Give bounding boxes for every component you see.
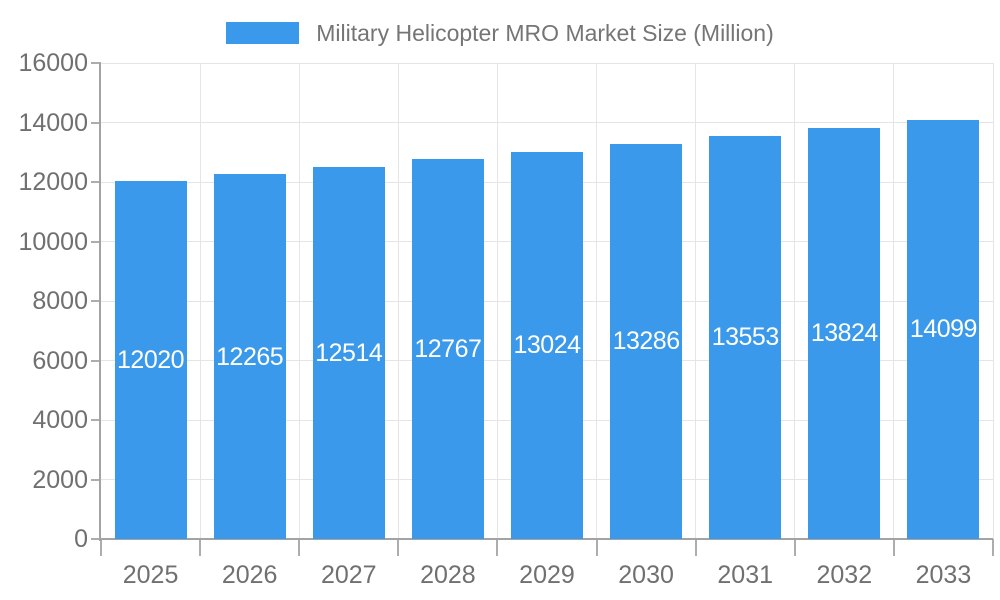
x-gridline bbox=[794, 63, 796, 539]
y-axis-line bbox=[99, 63, 101, 541]
bar-value-label: 12767 bbox=[414, 335, 482, 364]
x-axis-line bbox=[99, 538, 993, 540]
x-tick bbox=[793, 539, 796, 556]
legend[interactable]: Military Helicopter MRO Market Size (Mil… bbox=[0, 18, 1000, 48]
y-tick-label: 6000 bbox=[32, 346, 88, 375]
x-tick-label: 2027 bbox=[320, 561, 377, 589]
y-tick-label: 10000 bbox=[18, 227, 88, 256]
x-gridline bbox=[199, 63, 201, 539]
y-tick bbox=[91, 359, 101, 362]
bar-2027[interactable]: 12514 bbox=[312, 166, 385, 539]
x-tick-label: 2033 bbox=[915, 561, 972, 589]
y-tick-label: 4000 bbox=[32, 406, 88, 434]
y-tick bbox=[91, 419, 101, 421]
x-gridline bbox=[695, 63, 697, 539]
y-tick bbox=[91, 538, 101, 540]
x-gridline bbox=[298, 63, 300, 539]
bar-2031[interactable]: 13553 bbox=[709, 135, 782, 539]
x-tick-label: 2028 bbox=[420, 561, 476, 589]
x-gridline bbox=[893, 63, 895, 539]
bar-value-label: 13024 bbox=[513, 331, 581, 360]
x-tick bbox=[595, 539, 598, 556]
x-tick bbox=[100, 539, 102, 556]
bar-2025[interactable]: 12020 bbox=[114, 181, 187, 539]
x-gridline bbox=[496, 63, 498, 539]
x-tick-label: 2026 bbox=[221, 561, 278, 589]
y-gridline bbox=[101, 62, 993, 64]
bar-value-label: 13286 bbox=[612, 327, 681, 356]
bar-2032[interactable]: 13824 bbox=[808, 127, 881, 539]
y-tick-label: 8000 bbox=[32, 287, 88, 315]
y-tick-label: 2000 bbox=[32, 465, 88, 494]
bar-value-label: 14099 bbox=[909, 315, 978, 344]
y-tick bbox=[91, 181, 101, 183]
y-tick-label: 12000 bbox=[18, 168, 88, 196]
y-tick bbox=[91, 300, 101, 302]
bar-2033[interactable]: 14099 bbox=[907, 119, 980, 539]
bar-2029[interactable]: 13024 bbox=[511, 151, 583, 539]
y-tick-label: 16000 bbox=[18, 49, 88, 77]
bar-2030[interactable]: 13286 bbox=[610, 143, 683, 539]
y-tick-label: 0 bbox=[74, 525, 88, 553]
y-tick bbox=[91, 62, 101, 64]
x-tick bbox=[496, 539, 499, 556]
y-gridline bbox=[101, 122, 993, 123]
y-tick bbox=[91, 478, 101, 481]
x-gridline bbox=[596, 63, 598, 539]
bar-value-label: 12020 bbox=[117, 346, 185, 375]
x-tick-label: 2025 bbox=[122, 561, 179, 589]
y-tick bbox=[91, 240, 101, 243]
bar-value-label: 12265 bbox=[216, 342, 284, 371]
legend-label: Military Helicopter MRO Market Size (Mil… bbox=[316, 19, 774, 46]
x-tick bbox=[992, 539, 994, 556]
x-tick bbox=[694, 539, 697, 556]
x-tick bbox=[892, 539, 895, 556]
x-gridline bbox=[992, 63, 994, 539]
y-tick-label: 14000 bbox=[18, 108, 88, 137]
x-tick bbox=[298, 539, 301, 556]
bar-value-label: 13824 bbox=[810, 319, 879, 348]
x-tick-label: 2031 bbox=[717, 561, 774, 589]
bar-value-label: 13553 bbox=[711, 323, 780, 352]
x-tick bbox=[199, 539, 202, 556]
x-tick bbox=[397, 539, 400, 556]
bar-value-label: 12514 bbox=[315, 338, 383, 367]
bar-2026[interactable]: 12265 bbox=[213, 174, 286, 539]
x-gridline bbox=[397, 63, 399, 539]
bar-2028[interactable]: 12767 bbox=[411, 159, 484, 539]
x-tick-label: 2029 bbox=[519, 561, 575, 589]
x-tick-label: 2032 bbox=[816, 561, 873, 589]
y-tick bbox=[91, 121, 101, 124]
x-tick-label: 2030 bbox=[618, 561, 674, 589]
legend-swatch bbox=[226, 22, 300, 44]
